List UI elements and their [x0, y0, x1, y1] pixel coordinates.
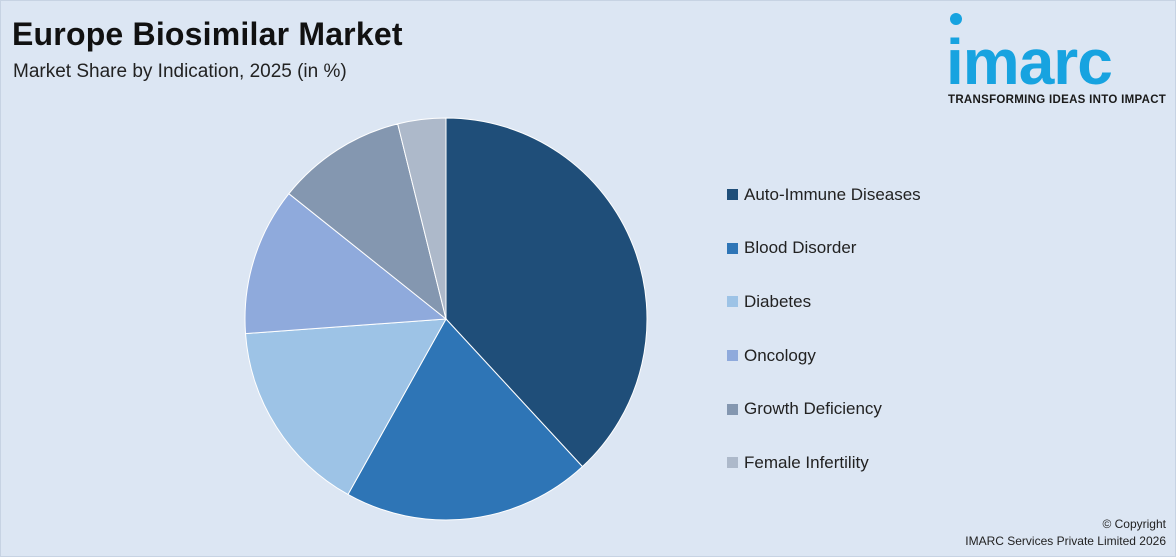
legend-swatch: [727, 457, 738, 469]
pie-slice-female-infertility: [397, 117, 447, 320]
pie-slice-auto-immune-diseases: [445, 117, 648, 468]
chart-legend: Auto-Immune Diseases Blood Disorder Diabet…: [727, 168, 921, 490]
legend-label: Oncology: [744, 345, 816, 365]
legend-item-auto-immune-diseases: Auto-Immune Diseases: [727, 168, 921, 222]
chart-title: Europe Biosimilar Market: [12, 16, 403, 52]
legend-label: Auto-Immune Diseases: [744, 184, 921, 204]
pie-slice-blood-disorder: [347, 318, 584, 521]
imarc-logo: imarc TRANSFORMING IDEAS INTO IMPACT: [944, 10, 1172, 110]
legend-swatch: [727, 403, 738, 415]
legend-label: Growth Deficiency: [744, 399, 882, 419]
legend-label: Female Infertility: [744, 452, 869, 472]
legend-item-blood-disorder: Blood Disorder: [727, 222, 921, 276]
logo-dot-icon: [950, 13, 962, 25]
legend-item-diabetes: Diabetes: [727, 275, 921, 329]
legend-item-female-infertility: Female Infertility: [727, 436, 921, 490]
legend-swatch: [727, 189, 738, 201]
pie-slice-diabetes: [244, 318, 447, 496]
legend-label: Diabetes: [744, 291, 812, 311]
copyright-notice: © Copyright IMARC Services Private Limit…: [965, 516, 1166, 550]
legend-item-oncology: Oncology: [727, 329, 921, 383]
chart-subtitle: Market Share by Indication, 2025 (in %): [13, 61, 347, 82]
legend-swatch: [727, 296, 738, 308]
pie-slice-oncology: [244, 192, 448, 335]
legend-swatch: [727, 350, 738, 362]
legend-swatch: [727, 242, 738, 254]
legend-item-growth-deficiency: Growth Deficiency: [727, 382, 921, 436]
logo-tagline: TRANSFORMING IDEAS INTO IMPACT: [948, 94, 1167, 106]
copyright-line-1: © Copyright: [1102, 517, 1166, 531]
pie-slice-growth-deficiency: [288, 123, 447, 321]
copyright-line-2: IMARC Services Private Limited 2026: [965, 534, 1166, 548]
legend-label: Blood Disorder: [744, 238, 857, 258]
logo-wordmark: imarc: [946, 26, 1113, 98]
